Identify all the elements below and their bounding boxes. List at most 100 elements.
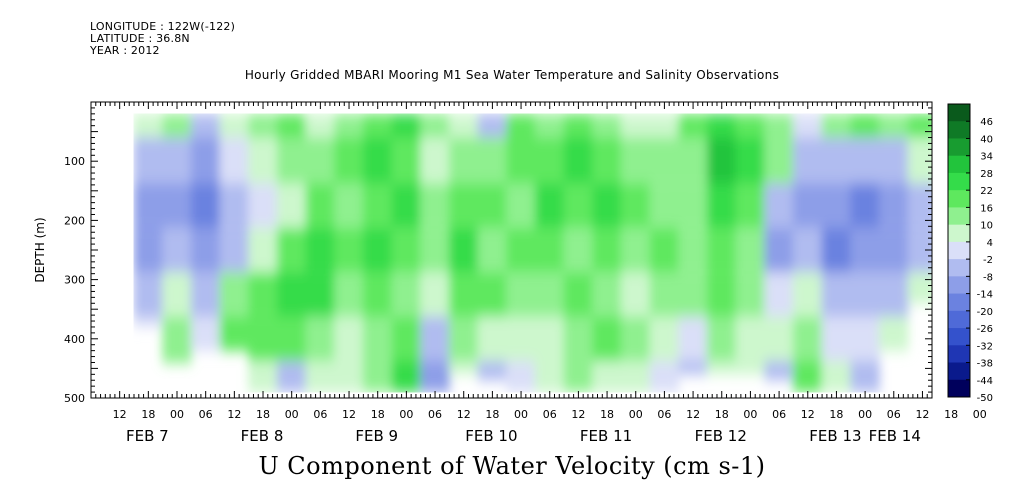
x-hour-label: 00 — [743, 408, 757, 421]
y-tick-label: 500 — [64, 392, 85, 405]
colorbar-label: -32 — [977, 341, 993, 352]
heatmap-cell — [563, 316, 594, 361]
x-day-label: FEB 7 — [126, 427, 169, 445]
x-hour-label: 00 — [973, 408, 987, 421]
heatmap-cell — [907, 227, 932, 273]
heatmap-cell — [219, 113, 250, 138]
variable-caption: U Component of Water Velocity (cm s-1) — [258, 452, 766, 480]
colorbar-label: -14 — [977, 290, 993, 301]
heatmap-cell — [907, 113, 932, 138]
x-hour-label: 06 — [887, 408, 901, 421]
latitude-label: LATITUDE : 36.8N — [90, 32, 190, 45]
heatmap-cell — [276, 137, 307, 184]
heatmap-cell — [850, 361, 880, 393]
heatmap-cell — [592, 183, 622, 228]
colorbar-swatch — [948, 104, 970, 122]
colorbar-label: 40 — [980, 134, 993, 145]
x-day-label: FEB 13 — [809, 427, 861, 445]
colorbar-swatch — [948, 362, 970, 381]
heatmap-cell — [305, 272, 336, 317]
x-hour-label: 12 — [915, 408, 929, 421]
x-hour-label: 06 — [772, 408, 786, 421]
y-tick-label: 400 — [64, 333, 85, 346]
heatmap-cell — [821, 113, 852, 138]
heatmap-cell — [620, 113, 651, 138]
heatmap-cell — [420, 183, 450, 228]
heatmap-cell — [907, 137, 932, 184]
heatmap-cell — [506, 137, 536, 184]
heatmap-cell — [764, 227, 794, 273]
heatmap-cell — [534, 361, 565, 393]
heatmap-cell — [391, 316, 422, 361]
colorbar-swatch — [948, 379, 970, 398]
heatmap-cell — [362, 227, 393, 273]
heatmap-cell — [362, 137, 393, 184]
heatmap-cell — [649, 361, 680, 393]
heatmap-cell — [190, 272, 221, 317]
colorbar-label: -26 — [977, 324, 993, 335]
x-day-label: FEB 14 — [869, 427, 921, 445]
heatmap-cell — [592, 227, 622, 273]
heatmap-cell — [334, 183, 364, 228]
heatmap-cell — [133, 183, 164, 228]
heatmap-cell — [563, 227, 594, 273]
colorbar-label: 16 — [980, 203, 993, 214]
heatmap-cell — [248, 272, 278, 317]
heatmap-cell — [248, 183, 278, 228]
colorbar-label: -20 — [977, 307, 993, 318]
heatmap-cell — [190, 137, 221, 184]
heatmap-cell — [735, 361, 766, 375]
heatmap-cell — [678, 113, 708, 138]
heatmap-cell — [506, 361, 536, 393]
heatmap-cell — [649, 183, 680, 228]
heatmap-cell — [792, 183, 823, 228]
colorbar-label: 10 — [980, 221, 993, 232]
heatmap-cell — [534, 113, 565, 138]
heatmap-cell — [907, 183, 932, 228]
heatmap-cell — [735, 227, 766, 273]
x-hour-label: 12 — [571, 408, 585, 421]
x-hour-label: 12 — [342, 408, 356, 421]
heatmap-cell — [391, 113, 422, 138]
x-hour-label: 12 — [113, 408, 127, 421]
colorbar-swatch — [948, 241, 970, 260]
heatmap-cell — [678, 137, 708, 184]
heatmap-cell — [592, 137, 622, 184]
heatmap-cell — [420, 227, 450, 273]
heatmap-cell — [334, 272, 364, 317]
heatmap-cell — [821, 272, 852, 317]
heatmap-cell — [133, 113, 164, 138]
heatmap-cell — [534, 316, 565, 361]
colorbar-swatch — [948, 155, 970, 174]
heatmap-cell — [162, 113, 192, 138]
heatmap-cell — [563, 361, 594, 393]
heatmap-cell — [534, 227, 565, 273]
heatmap-cell — [764, 272, 794, 317]
heatmap-cell — [620, 316, 651, 361]
heatmap-cell — [506, 183, 536, 228]
heatmap-cell — [706, 316, 737, 361]
heatmap-cell — [735, 137, 766, 184]
heatmap-cell — [162, 227, 192, 273]
heatmap-cell — [850, 183, 880, 228]
x-hour-label: 12 — [227, 408, 241, 421]
heatmap-cell — [448, 361, 479, 375]
heatmap-cell — [133, 137, 164, 184]
heatmap-cell — [248, 227, 278, 273]
x-hour-label: 18 — [715, 408, 729, 421]
x-hour-label: 18 — [829, 408, 843, 421]
heatmap-cell — [391, 137, 422, 184]
heatmap-cell — [878, 316, 909, 351]
x-hour-label: 18 — [485, 408, 499, 421]
heatmap-cell — [391, 272, 422, 317]
year-label: YEAR : 2012 — [90, 44, 160, 57]
heatmap-cell — [678, 183, 708, 228]
x-day-label: FEB 11 — [580, 427, 632, 445]
x-hour-label: 12 — [457, 408, 471, 421]
colorbar-label: -44 — [977, 376, 993, 387]
heatmap-cell — [764, 183, 794, 228]
heatmap-cell — [420, 272, 450, 317]
x-hour-label: 06 — [428, 408, 442, 421]
heatmap-cell — [792, 137, 823, 184]
longitude-label: LONGITUDE : 122W(-122) — [90, 20, 236, 33]
